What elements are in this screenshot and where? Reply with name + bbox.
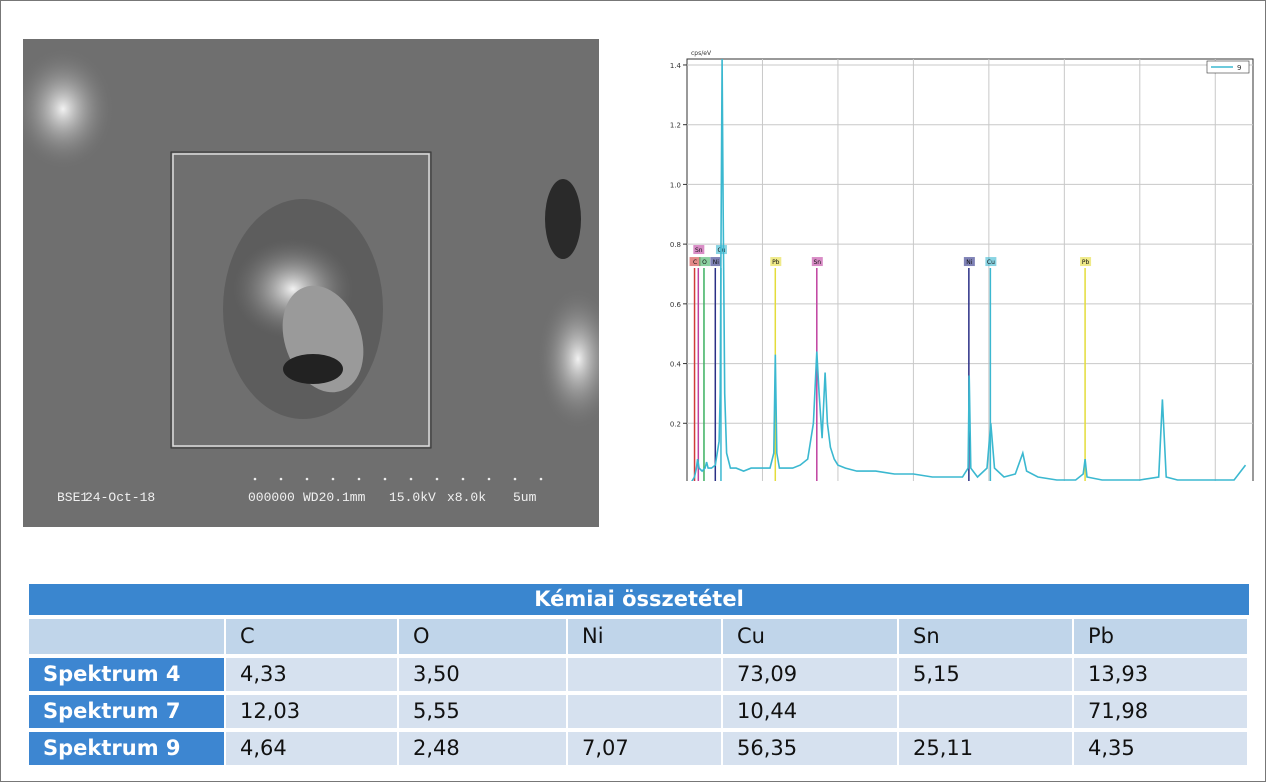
sem-caption: 000000: [248, 490, 295, 505]
y-axis-label: cps/eV: [691, 50, 712, 57]
peak-label-box: [1080, 257, 1092, 267]
column-header: Sn: [899, 619, 1072, 654]
table-title: Kémiai összetétel: [29, 584, 1249, 615]
peak-label: C: [693, 259, 697, 266]
y-tick-label: 0.6: [670, 301, 682, 309]
legend-label: 9: [1237, 64, 1241, 72]
sem-caption: 15.0kV: [389, 490, 436, 505]
sem-caption: 5um: [513, 490, 537, 505]
peak-label-box: [770, 257, 782, 267]
sem-caption: 24-Oct-18: [85, 490, 155, 505]
table-cell: 4,64: [226, 732, 397, 765]
spectrum-line: [691, 58, 1247, 481]
table-cell: [568, 658, 721, 691]
sem-caption: x8.0k: [447, 490, 486, 505]
scale-dot: [331, 477, 335, 481]
row-header: Spektrum 9: [29, 732, 224, 765]
composition-table: Kémiai összetétel C O Ni Cu Sn Pb Spektrum 4 4,3…: [29, 584, 1249, 767]
scale-dot: [305, 477, 309, 481]
scale-dot: [279, 477, 283, 481]
scale-dot: [513, 477, 517, 481]
table-cell: 12,03: [226, 695, 397, 728]
scale-dot: [383, 477, 387, 481]
column-header: C: [226, 619, 397, 654]
table-cell: 5,55: [399, 695, 566, 728]
peak-label-box: [985, 257, 997, 267]
row-header: Spektrum 7: [29, 695, 224, 728]
table-cell: 4,33: [226, 658, 397, 691]
table-cell: 73,09: [723, 658, 897, 691]
table-cell: 10,44: [723, 695, 897, 728]
column-header: O: [399, 619, 566, 654]
peak-label: O: [702, 259, 707, 266]
scale-dot: [253, 477, 257, 481]
table-cell: 2,48: [399, 732, 566, 765]
y-tick-label: 0.2: [670, 420, 681, 428]
scale-dot: [409, 477, 413, 481]
peak-label-box: [710, 257, 722, 267]
peak-label: Ni: [966, 259, 972, 266]
peak-label: Sn: [813, 259, 821, 266]
peak-label-box: [963, 257, 975, 267]
peak-label-box: [693, 245, 705, 255]
table-cell: 71,98: [1074, 695, 1247, 728]
table-cell: 4,35: [1074, 732, 1247, 765]
scale-dot: [539, 477, 543, 481]
y-tick-label: 1.0: [670, 181, 681, 189]
header-cell: [29, 619, 224, 654]
table-cell: 56,35: [723, 732, 897, 765]
column-header: Pb: [1074, 619, 1247, 654]
scale-dot: [487, 477, 491, 481]
table-cell: [568, 695, 721, 728]
y-tick-label: 1.4: [670, 62, 682, 70]
y-tick-label: 0.4: [670, 361, 682, 369]
peak-label: Cu: [987, 259, 995, 266]
sem-caption: WD20.1mm: [303, 490, 366, 505]
scale-dot: [435, 477, 439, 481]
peak-label-box: [698, 257, 710, 267]
sem-caption: BSE1: [57, 490, 88, 505]
table-cell: 3,50: [399, 658, 566, 691]
y-tick-label: 1.2: [670, 122, 681, 130]
table-cell: 13,93: [1074, 658, 1247, 691]
peak-label: Ni: [713, 259, 719, 266]
table-cell: 7,07: [568, 732, 721, 765]
spectrum-chart: 0.00.20.40.60.81.01.21.42468101214cps/eV…: [670, 50, 1254, 481]
table-cell: [899, 695, 1072, 728]
peak-label: Sn: [695, 247, 703, 254]
scale-dot: [357, 477, 361, 481]
peak-label-box: [689, 257, 701, 267]
peak-label: Pb: [1082, 259, 1090, 266]
column-header: Ni: [568, 619, 721, 654]
table-cell: 5,15: [899, 658, 1072, 691]
row-header: Spektrum 4: [29, 658, 224, 691]
y-tick-label: 0.8: [670, 241, 681, 249]
y-tick-label: 0.0: [670, 480, 681, 481]
table-cell: 25,11: [899, 732, 1072, 765]
peak-label: Pb: [772, 259, 780, 266]
scale-dot: [461, 477, 465, 481]
column-header: Cu: [723, 619, 897, 654]
peak-label-box: [811, 257, 823, 267]
